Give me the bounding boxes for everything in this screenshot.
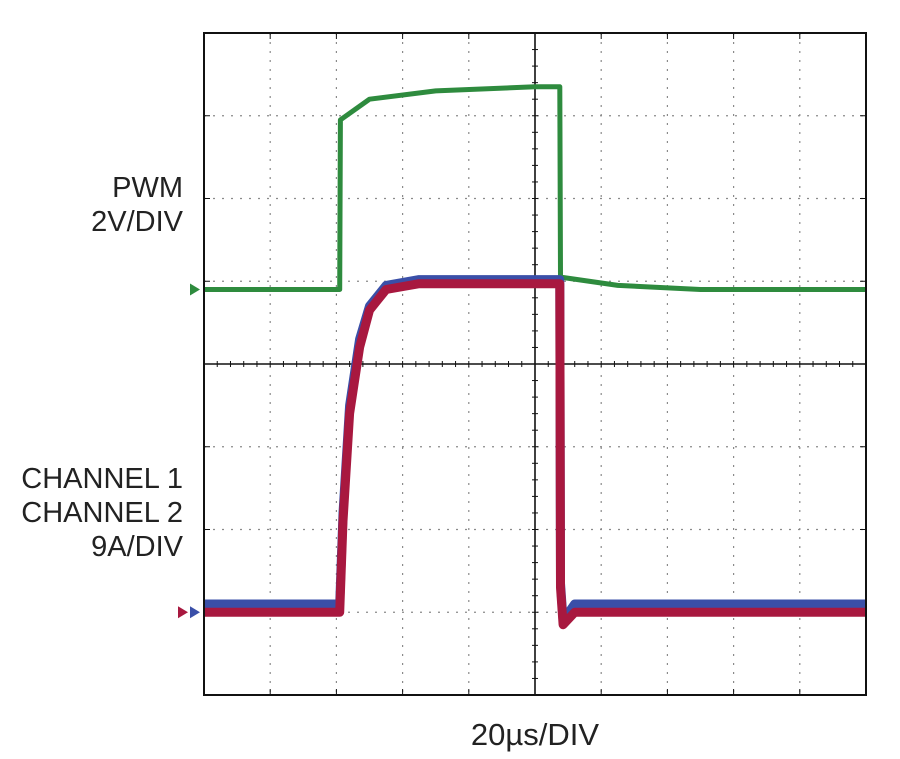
- trace-channel-1: [204, 279, 866, 630]
- ground-marker-pwm: [190, 283, 200, 296]
- channel-label-line: CHANNEL 1: [21, 463, 183, 495]
- channel-label-line: 2V/DIV: [91, 206, 184, 238]
- x-axis-label: 20µs/DIV: [471, 717, 599, 752]
- traces: [204, 84, 866, 630]
- trace-pwm: [204, 84, 866, 292]
- channel-label-line: 9A/DIV: [91, 531, 184, 563]
- plot-frame: [203, 32, 867, 696]
- channel-label-line: PWM: [112, 172, 183, 204]
- ground-markers: [178, 283, 200, 619]
- channel-label-line: CHANNEL 2: [21, 497, 183, 529]
- ground-marker-channel-2: [190, 606, 200, 619]
- ground-marker-channel-1: [178, 606, 188, 619]
- grid: [203, 32, 867, 696]
